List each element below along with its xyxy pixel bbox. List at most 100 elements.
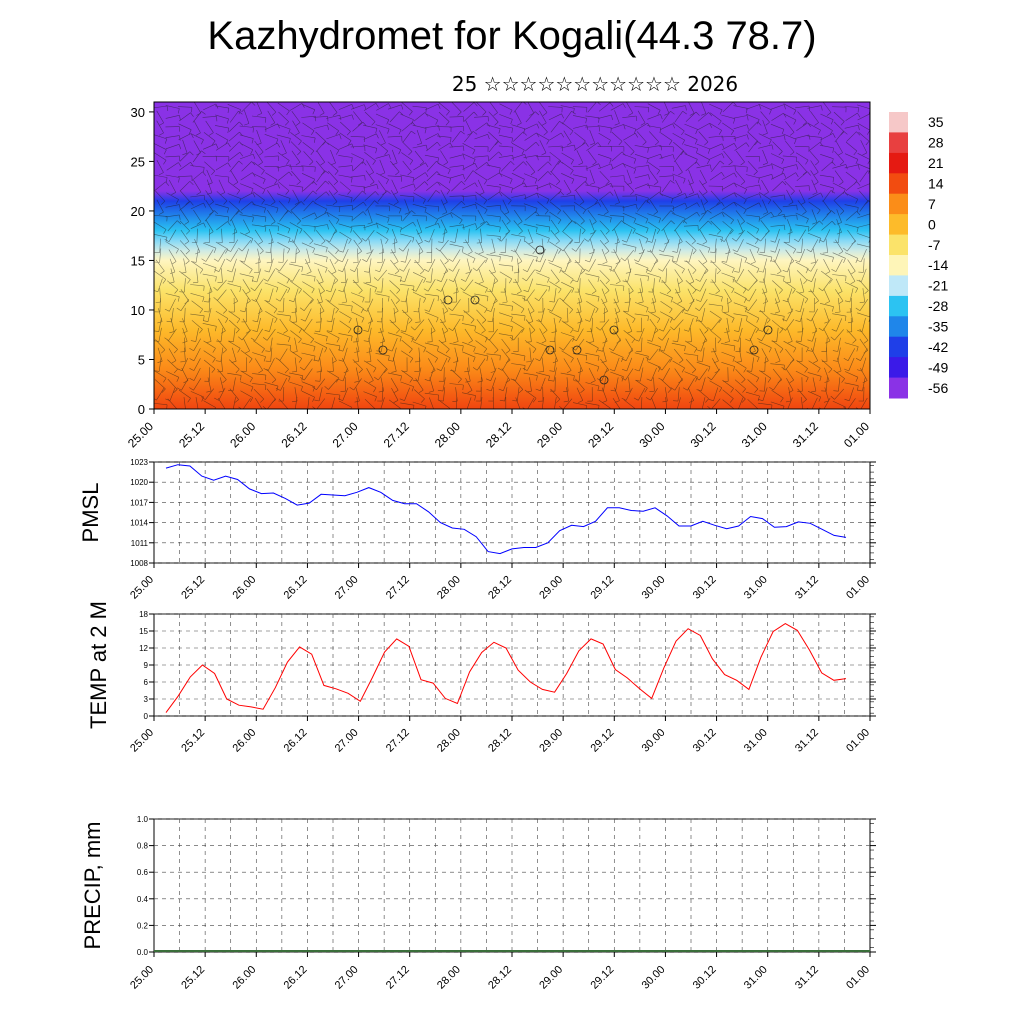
wind-barb <box>313 224 328 228</box>
wind-barb-flag <box>743 367 747 373</box>
wind-barb <box>215 133 229 141</box>
wind-barb-flag <box>175 199 179 205</box>
wind-barb-flag <box>844 406 846 409</box>
wind-barb-flag <box>372 160 376 165</box>
wind-barb-flag <box>733 172 737 178</box>
wind-barb <box>454 327 459 342</box>
wind-barb-flag <box>810 262 816 264</box>
wind-barb <box>168 348 177 361</box>
wind-barb <box>376 141 388 152</box>
wind-barb <box>782 204 797 208</box>
wind-barb-flag <box>348 140 352 145</box>
wind-barb <box>537 171 549 182</box>
wind-barb-flag <box>785 400 791 403</box>
wind-barb-flag <box>819 239 824 243</box>
wind-barb <box>165 214 180 218</box>
wind-barb-flag <box>517 261 523 265</box>
wind-barb <box>264 203 279 209</box>
wind-barb <box>332 357 334 372</box>
wind-barb <box>698 131 709 143</box>
wind-barb <box>647 125 661 129</box>
wind-barb <box>159 248 162 263</box>
wind-barb-flag <box>589 232 595 235</box>
wind-barb-flag <box>627 331 633 334</box>
wind-barb <box>276 124 291 130</box>
wind-barb-flag <box>535 269 541 273</box>
wind-barb-flag <box>259 151 264 156</box>
wind-barb-flag <box>201 111 206 115</box>
wind-barb-flag <box>683 178 686 184</box>
wind-barb-flag <box>371 121 376 126</box>
wind-barb-flag <box>622 103 626 109</box>
wind-barb-flag <box>319 310 325 314</box>
wind-barb <box>832 274 847 277</box>
wind-barb <box>464 328 473 341</box>
wind-barb-flag <box>173 349 178 354</box>
wind-barb <box>634 302 649 308</box>
wind-barb-flag <box>374 396 377 402</box>
wind-barb-flag <box>312 190 317 195</box>
wind-barb-flag <box>490 271 496 274</box>
wind-barb <box>713 387 719 401</box>
wind-barb-flag <box>570 279 574 284</box>
wind-barb <box>762 120 768 134</box>
wind-barb-flag <box>757 338 762 342</box>
wind-barb <box>622 212 636 219</box>
wind-barb-flag <box>697 360 703 362</box>
wind-barb <box>550 388 561 400</box>
wind-barb-flag <box>214 397 219 401</box>
wind-barb <box>400 284 415 287</box>
wind-barb <box>834 329 844 341</box>
wind-barb-flag <box>584 259 590 263</box>
wind-barb-flag <box>695 129 698 135</box>
wind-barb-flag <box>806 347 809 353</box>
wind-barb-flag <box>264 226 267 232</box>
colorbar-swatch <box>889 173 908 195</box>
wind-barb <box>405 288 409 303</box>
wind-barb <box>418 347 421 362</box>
wind-barb-flag <box>288 128 291 134</box>
wind-barb <box>414 389 425 400</box>
wind-barb-flag <box>684 202 688 208</box>
wind-barb-flag <box>436 279 442 282</box>
wind-barb-flag <box>184 300 189 304</box>
wind-barb <box>663 229 670 243</box>
wind-barb-flag <box>474 395 476 401</box>
wind-barb-flag <box>263 356 266 362</box>
wind-barb-flag <box>509 109 513 115</box>
wind-barb <box>316 150 325 163</box>
wind-barb-flag <box>206 390 212 393</box>
wind-barb <box>289 381 303 387</box>
wind-barb <box>353 239 362 252</box>
wind-barb <box>759 370 771 379</box>
wind-barb <box>625 348 633 361</box>
wind-barb-flag <box>411 210 416 215</box>
wind-barb-flag <box>694 348 698 353</box>
wind-barb-flag <box>746 124 749 130</box>
wind-barb-flag <box>754 141 759 146</box>
wind-barb <box>659 254 674 257</box>
wind-barb-flag <box>409 160 414 165</box>
wind-barb <box>391 179 398 193</box>
wind-barb <box>601 248 608 263</box>
wind-barb <box>578 298 582 312</box>
wind-barb <box>165 135 180 138</box>
wind-barb-flag <box>357 122 363 126</box>
wind-barb <box>315 230 326 242</box>
wind-barb <box>734 192 747 200</box>
wind-barb <box>770 313 785 317</box>
wind-barb-flag <box>745 338 750 342</box>
wind-barb-flag <box>581 230 586 235</box>
wind-barb <box>229 111 239 123</box>
wind-barb <box>363 184 377 189</box>
wind-barb <box>265 172 278 181</box>
wind-barb-flag <box>817 368 821 373</box>
wind-barb-flag <box>158 172 164 176</box>
wind-barb-flag <box>638 301 644 304</box>
wind-barb <box>733 105 748 109</box>
wind-barb-flag <box>424 309 430 312</box>
wind-barb-flag <box>646 228 649 234</box>
wind-barb-flag <box>607 140 611 145</box>
wind-barb-flag <box>621 377 626 381</box>
wind-barb <box>391 387 399 401</box>
